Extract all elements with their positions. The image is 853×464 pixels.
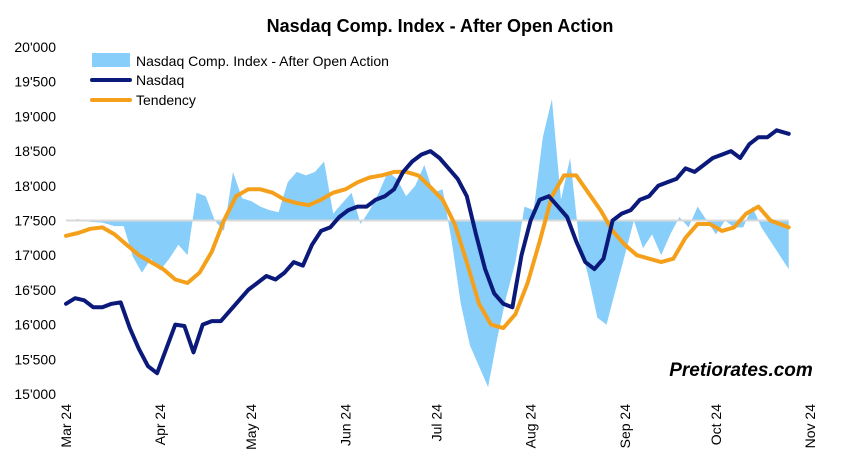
x-tick-label: Jul 24 xyxy=(429,404,445,442)
x-axis-ticks: Mar 24 Apr 24 May 24 Jun 24 Jul 24 Aug 24 Sep … xyxy=(58,404,818,450)
y-tick-label: 20'000 xyxy=(14,39,56,55)
x-tick-label: May 24 xyxy=(243,404,259,450)
watermark: Pretiorates.com xyxy=(669,360,813,381)
legend: Nasdaq Comp. Index - After Open Action N… xyxy=(90,53,389,108)
x-tick-label: Nov 24 xyxy=(802,404,818,449)
y-tick-label: 17'500 xyxy=(14,213,56,229)
tendency-layer xyxy=(64,169,791,331)
x-tick-label: Aug 24 xyxy=(523,404,539,449)
y-tick-label: 15'500 xyxy=(14,351,56,367)
y-tick-label: 19'000 xyxy=(14,108,56,124)
y-axis-ticks: 15'000 15'500 16'000 16'500 17'000 17'500 18'0… xyxy=(14,39,56,402)
y-tick-label: 19'500 xyxy=(14,74,56,90)
y-tick-label: 15'000 xyxy=(14,386,56,402)
nasdaq-line xyxy=(64,128,791,376)
legend-label-area: Nasdaq Comp. Index - After Open Action xyxy=(136,53,389,69)
area-layer xyxy=(66,99,789,388)
area-series xyxy=(66,99,789,388)
tendency-line xyxy=(64,169,791,331)
x-tick-label: Jun 24 xyxy=(337,404,353,446)
x-tick-label: Oct 24 xyxy=(708,404,724,445)
chart-title: Nasdaq Comp. Index - After Open Action xyxy=(267,16,614,36)
x-tick-label: Apr 24 xyxy=(152,404,168,445)
legend-label-nasdaq: Nasdaq xyxy=(136,72,184,88)
legend-label-tendency: Tendency xyxy=(136,92,196,108)
nasdaq-layer xyxy=(64,128,791,376)
x-tick-label: Mar 24 xyxy=(58,404,74,448)
y-tick-label: 16'000 xyxy=(14,317,56,333)
y-tick-label: 17'000 xyxy=(14,247,56,263)
y-tick-label: 16'500 xyxy=(14,282,56,298)
y-tick-label: 18'500 xyxy=(14,143,56,159)
y-tick-label: 18'000 xyxy=(14,178,56,194)
legend-swatch-area xyxy=(92,53,130,67)
x-tick-label: Sep 24 xyxy=(617,404,633,449)
